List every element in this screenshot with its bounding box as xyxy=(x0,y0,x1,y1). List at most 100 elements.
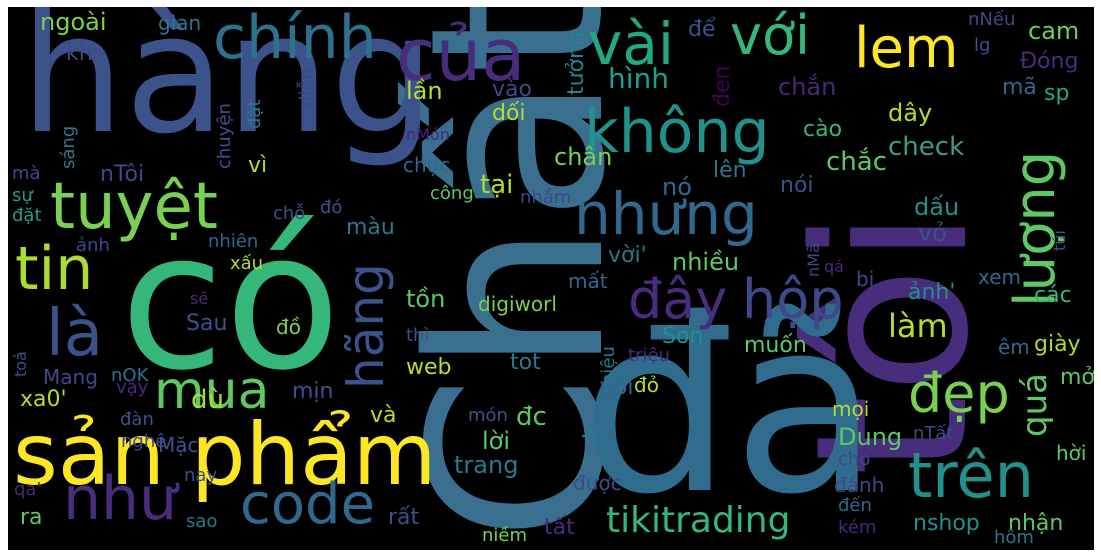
word-chuyen: chuyện xyxy=(214,103,235,169)
word-tuong: tưởng xyxy=(564,31,589,95)
word-khong: không xyxy=(584,97,770,167)
word-cho: chỗ xyxy=(273,203,306,224)
word-san: sản xyxy=(13,405,166,505)
word-khi: khi xyxy=(66,41,99,66)
word-vai: vài xyxy=(588,10,674,78)
word-da: đã xyxy=(580,267,880,547)
word-do3: đỏ xyxy=(634,373,659,397)
word-tot: tot xyxy=(510,350,541,375)
word-vao: vào xyxy=(492,77,532,102)
word-xa0: xa0' xyxy=(20,387,67,412)
word-nma: nMã xyxy=(804,243,823,277)
word-moi: mọi xyxy=(832,397,870,421)
word-tin: tin xyxy=(15,234,94,304)
word-mang: Mang xyxy=(43,365,98,389)
word-xau: xấu xyxy=(230,253,264,274)
word-check: check xyxy=(888,132,965,162)
word-day2: dây xyxy=(888,99,933,127)
word-dc: dc xyxy=(580,420,605,447)
word-loi: lời xyxy=(482,427,511,455)
word-pham: phẩm xyxy=(191,405,437,505)
word-lam: làm xyxy=(888,307,948,345)
word-do: đó xyxy=(320,197,343,218)
word-sp: sp xyxy=(1044,81,1070,106)
word-anh: ảnh xyxy=(76,235,110,256)
word-sao: sao xyxy=(186,511,218,532)
word-de: để xyxy=(688,17,716,42)
word-trieu: triệu xyxy=(628,345,670,366)
word-la: là xyxy=(46,297,103,371)
word-tikitrading: tikitrading xyxy=(606,500,791,541)
word-hinh: hình xyxy=(608,62,670,95)
word-doi: dối xyxy=(492,101,526,126)
word-dan: đàn xyxy=(120,409,154,430)
word-dat: đặt xyxy=(244,99,265,129)
word-len: lên xyxy=(713,158,747,183)
word-anh2: ảnh' xyxy=(908,280,956,305)
word-min: mịn xyxy=(292,379,334,404)
word-ra: ra xyxy=(20,505,43,530)
word-qua: quá xyxy=(1015,373,1055,437)
word-toa: toả xyxy=(11,351,30,377)
word-cac: các xyxy=(1034,283,1072,308)
word-ntat: nTất xyxy=(913,423,954,444)
word-muon: muốn xyxy=(744,333,807,358)
word-cao: cào xyxy=(803,117,843,142)
word-nneu: nNếu xyxy=(968,9,1016,30)
word-lg: lg xyxy=(974,35,991,56)
word-hom: hôm xyxy=(994,527,1034,548)
word-se: sẽ xyxy=(190,289,209,308)
word-no: nó xyxy=(662,173,692,201)
word-tren: trên xyxy=(908,439,1034,512)
word-chuc: chục xyxy=(403,153,451,177)
word-mau: màu xyxy=(346,215,395,240)
word-niem: niềm xyxy=(482,525,528,546)
word-su: sự xyxy=(12,185,33,206)
word-sang: sáng xyxy=(58,125,79,169)
word-giay: giày xyxy=(1034,332,1081,357)
word-nshop: nshop xyxy=(913,511,980,536)
word-hoi: hời xyxy=(1056,441,1087,465)
word-vi: vì xyxy=(248,153,268,178)
word-nhung: nhưng xyxy=(574,180,758,248)
word-hang2: hãng xyxy=(337,263,395,389)
word-danh: đánh xyxy=(834,473,885,497)
word-ton: tồn xyxy=(406,285,446,313)
word-thi: thì xyxy=(406,325,430,346)
word-tuyet: tuyệt xyxy=(50,170,218,244)
word-den2: đến xyxy=(838,495,872,516)
word-nhan: nhận xyxy=(1008,511,1064,536)
word-day: đây xyxy=(628,268,728,331)
word-vo: vỏ xyxy=(918,219,947,247)
word-nay: nay xyxy=(184,465,218,486)
word-lan: lần xyxy=(406,77,443,105)
word-dung: Dung xyxy=(838,423,903,451)
word-tai: tại xyxy=(480,170,514,200)
word-nham: nhầm xyxy=(520,187,572,208)
word-chac: chắc xyxy=(826,147,888,177)
word-du: dù xyxy=(191,385,224,415)
word-xem: xem xyxy=(978,265,1022,289)
word-cong: công xyxy=(430,183,474,204)
word-chan: chắn xyxy=(778,73,837,101)
word-mac: Mặc xyxy=(158,433,199,457)
word-web: web xyxy=(406,355,452,380)
word-nmon: nMón xyxy=(406,125,450,144)
word-dong: Đóng xyxy=(1020,49,1079,74)
word-nok: nOK xyxy=(111,365,149,386)
word-cua: của xyxy=(396,13,526,97)
word-bi: bị xyxy=(856,267,875,291)
word-co: có xyxy=(120,191,341,412)
word-tat: tất xyxy=(544,515,575,540)
word-sau: Sau xyxy=(186,311,228,336)
word-ma: mã xyxy=(1002,75,1037,100)
word-voi2: vời' xyxy=(608,243,647,268)
word-rat: rất xyxy=(388,505,420,530)
word-dc2: đc xyxy=(516,402,547,432)
word-son: Son xyxy=(662,324,704,349)
word-chinh: chính xyxy=(213,7,377,73)
word-do2: đồ xyxy=(276,315,301,339)
word-dien: diễn xyxy=(296,68,317,107)
word-mat: mất xyxy=(568,269,608,293)
word-dau: dấu xyxy=(914,193,960,221)
